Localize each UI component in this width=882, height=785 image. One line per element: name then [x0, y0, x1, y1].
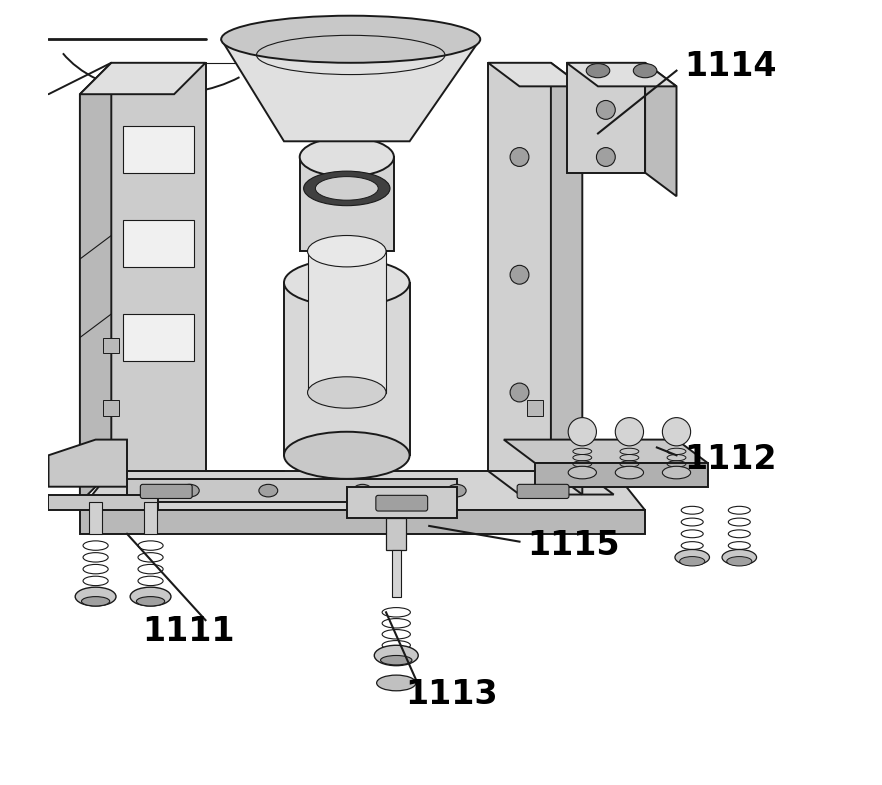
Ellipse shape — [662, 466, 691, 479]
Circle shape — [596, 148, 616, 166]
Bar — [392, 550, 401, 597]
Ellipse shape — [616, 466, 644, 479]
Polygon shape — [488, 471, 614, 495]
Ellipse shape — [300, 137, 394, 177]
Ellipse shape — [259, 484, 278, 497]
Polygon shape — [80, 471, 645, 510]
Ellipse shape — [353, 484, 372, 497]
Polygon shape — [111, 63, 206, 471]
Text: 1114: 1114 — [684, 50, 777, 83]
Ellipse shape — [568, 466, 596, 479]
Polygon shape — [80, 63, 206, 94]
Bar — [488, 63, 551, 471]
Bar — [103, 338, 119, 353]
Ellipse shape — [221, 16, 481, 63]
Bar — [308, 251, 386, 392]
Bar — [386, 518, 406, 550]
Bar — [300, 157, 394, 251]
Circle shape — [568, 418, 596, 446]
Ellipse shape — [633, 64, 657, 78]
Ellipse shape — [308, 377, 386, 408]
Ellipse shape — [675, 550, 709, 565]
Circle shape — [616, 418, 644, 446]
Ellipse shape — [374, 645, 418, 666]
Bar — [527, 400, 543, 416]
Ellipse shape — [284, 259, 409, 306]
Ellipse shape — [447, 484, 466, 497]
Ellipse shape — [380, 655, 412, 665]
Text: 1115: 1115 — [527, 529, 620, 562]
Polygon shape — [504, 440, 708, 463]
Circle shape — [662, 418, 691, 446]
Ellipse shape — [308, 236, 386, 267]
Polygon shape — [535, 463, 708, 487]
Polygon shape — [49, 440, 127, 487]
FancyBboxPatch shape — [517, 484, 569, 498]
Bar — [123, 314, 194, 361]
Ellipse shape — [587, 64, 609, 78]
Circle shape — [510, 265, 529, 284]
Polygon shape — [347, 487, 457, 518]
Bar — [566, 63, 645, 173]
Polygon shape — [566, 63, 676, 86]
Ellipse shape — [81, 597, 109, 606]
Text: 1113: 1113 — [406, 678, 498, 711]
Bar — [103, 400, 119, 416]
Ellipse shape — [680, 557, 705, 566]
Bar — [89, 502, 102, 534]
Circle shape — [510, 383, 529, 402]
Bar — [123, 126, 194, 173]
Ellipse shape — [316, 177, 378, 200]
Ellipse shape — [75, 587, 116, 606]
Polygon shape — [221, 39, 481, 141]
Polygon shape — [127, 479, 457, 502]
Polygon shape — [80, 63, 111, 502]
Bar — [145, 502, 157, 534]
FancyBboxPatch shape — [376, 495, 428, 511]
Polygon shape — [80, 510, 645, 534]
Ellipse shape — [303, 171, 390, 206]
Polygon shape — [49, 495, 159, 510]
Bar — [123, 220, 194, 267]
Ellipse shape — [727, 557, 751, 566]
Ellipse shape — [137, 597, 165, 606]
Text: 1112: 1112 — [684, 443, 777, 476]
Ellipse shape — [722, 550, 757, 565]
Ellipse shape — [131, 587, 171, 606]
Polygon shape — [551, 63, 582, 495]
Polygon shape — [488, 63, 582, 86]
Ellipse shape — [284, 432, 409, 479]
FancyBboxPatch shape — [140, 484, 192, 498]
Ellipse shape — [377, 675, 416, 691]
Circle shape — [510, 148, 529, 166]
Text: 1111: 1111 — [143, 615, 235, 648]
Polygon shape — [645, 63, 676, 196]
Ellipse shape — [181, 484, 199, 497]
Circle shape — [596, 100, 616, 119]
Bar — [284, 283, 409, 455]
